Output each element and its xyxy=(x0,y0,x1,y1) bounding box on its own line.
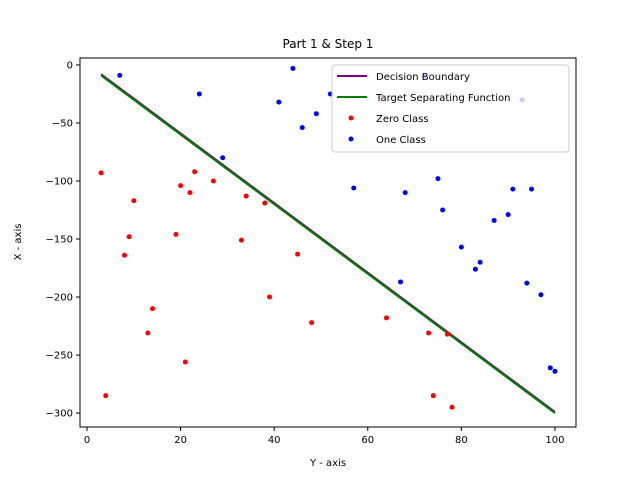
zero-class-point xyxy=(103,393,109,399)
one-class-point xyxy=(196,91,202,97)
y-tick-label: −300 xyxy=(46,409,73,420)
one-class-point xyxy=(472,266,478,272)
legend-swatch-zero-class xyxy=(348,115,354,121)
zero-class-point xyxy=(121,252,127,258)
x-axis: 0 20 40 60 80 100 xyxy=(84,427,564,446)
legend-label-target-function: Target Separating Function xyxy=(375,93,510,104)
legend-box xyxy=(331,64,570,153)
one-class-point xyxy=(276,99,282,105)
x-axis-label: Y - axis xyxy=(309,458,346,469)
plot-frame xyxy=(79,57,577,428)
one-class-point xyxy=(510,186,516,192)
zero-class-point xyxy=(98,170,104,176)
x-tick-label: 100 xyxy=(545,435,564,446)
one-class-point xyxy=(491,217,497,223)
zero-class-point xyxy=(262,200,268,206)
one-class-point xyxy=(290,65,296,71)
y-tick-label: −50 xyxy=(52,118,73,129)
y-tick-label: 0 xyxy=(67,60,73,71)
zero-class-point xyxy=(383,315,389,321)
legend-swatch-one-class xyxy=(348,136,354,142)
zero-class-point xyxy=(295,251,301,257)
one-class-point xyxy=(299,125,305,131)
zero-class-point xyxy=(145,330,151,336)
y-tick-label: −150 xyxy=(46,235,73,246)
one-class-point xyxy=(402,190,408,196)
one-class-point xyxy=(524,280,530,286)
points-layer xyxy=(98,65,558,410)
zero-class-point xyxy=(238,237,244,243)
legend-label-decision-boundary: Decision Boundary xyxy=(376,72,470,83)
zero-class-point xyxy=(243,193,249,199)
legend-label-zero-class: Zero Class xyxy=(376,114,429,125)
zero-class-point xyxy=(182,359,188,365)
zero-class-point xyxy=(449,404,455,410)
x-tick-label: 80 xyxy=(455,435,468,446)
legend: Decision Boundary Target Separating Func… xyxy=(331,64,570,153)
one-class-point xyxy=(313,111,319,117)
chart-title: Part 1 & Step 1 xyxy=(283,37,374,51)
one-class-point xyxy=(351,185,357,191)
zero-class-point xyxy=(178,183,184,189)
zero-class-point xyxy=(187,190,193,196)
zero-class-point xyxy=(192,169,198,175)
legend-label-one-class: One Class xyxy=(376,135,426,146)
target-function-line xyxy=(100,74,556,414)
one-class-point xyxy=(552,368,558,374)
zero-class-point xyxy=(444,331,450,337)
one-class-point xyxy=(398,279,404,285)
x-tick-label: 60 xyxy=(361,435,374,446)
one-class-point xyxy=(458,244,464,250)
one-class-point xyxy=(435,176,441,182)
zero-class-point xyxy=(126,234,132,240)
one-class-point xyxy=(547,365,553,371)
y-tick-label: −250 xyxy=(46,351,73,362)
zero-class-point xyxy=(267,294,273,300)
one-class-point xyxy=(440,207,446,213)
zero-class-point xyxy=(430,393,436,399)
one-class-point xyxy=(477,259,483,265)
one-class-point xyxy=(220,155,226,161)
one-class-point xyxy=(529,186,535,192)
x-tick-label: 40 xyxy=(268,435,281,446)
zero-class-point xyxy=(210,178,216,184)
y-tick-label: −100 xyxy=(46,177,73,188)
zero-class-point xyxy=(173,231,179,237)
x-tick-label: 0 xyxy=(84,435,90,446)
y-axis-label: X - axis xyxy=(13,224,24,261)
zero-class-point xyxy=(131,198,137,204)
lines-layer xyxy=(100,73,556,414)
one-class-point xyxy=(538,292,544,298)
zero-class-point xyxy=(150,306,156,312)
y-axis: 0 −50 −100 −150 −200 −250 −300 xyxy=(46,60,80,420)
x-tick-label: 20 xyxy=(174,435,187,446)
zero-class-point xyxy=(309,320,315,326)
zero-class-point xyxy=(426,330,432,336)
one-class-point xyxy=(505,212,511,218)
one-class-point xyxy=(117,72,123,78)
y-tick-label: −200 xyxy=(46,293,73,304)
